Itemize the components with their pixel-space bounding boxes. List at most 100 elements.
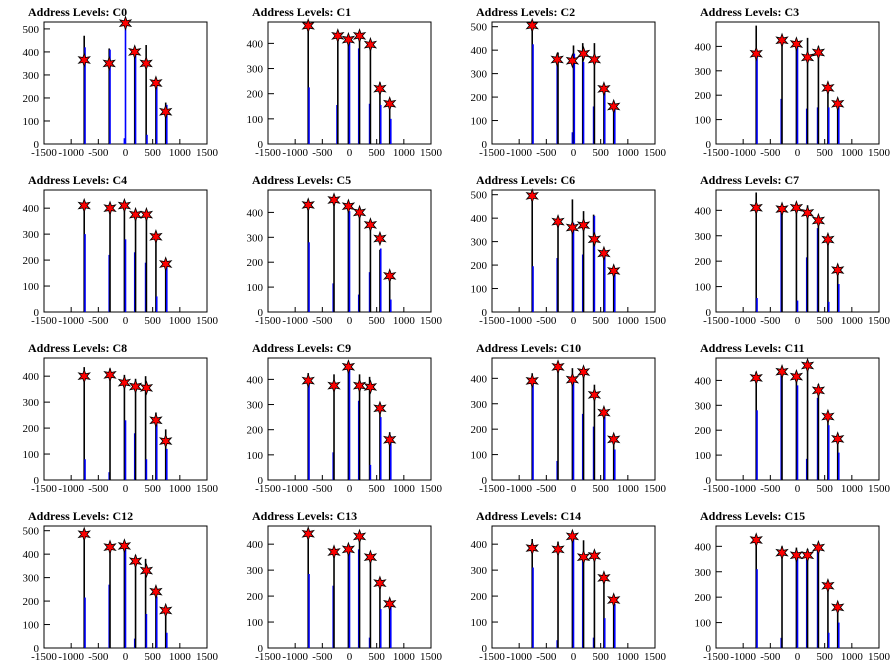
x-tick-label: -1000 <box>282 483 308 495</box>
x-tick-label: -1000 <box>58 315 84 327</box>
x-tick-label: 500 <box>368 483 385 495</box>
peak-star-marker <box>141 208 152 221</box>
peak-star-marker <box>365 38 376 51</box>
y-tick-label: 200 <box>247 257 264 269</box>
x-tick-label: -500 <box>88 147 109 159</box>
y-tick-label: 200 <box>471 424 488 436</box>
x-tick-label: 0 <box>347 315 353 327</box>
x-tick-label: 1500 <box>420 651 443 663</box>
peak-star-marker <box>119 199 130 212</box>
x-tick-label: -1000 <box>506 483 532 495</box>
peak-star-marker <box>160 105 171 118</box>
x-tick-label: -1000 <box>58 651 84 663</box>
y-tick-label: 100 <box>247 282 264 294</box>
x-tick-label: 0 <box>123 147 129 159</box>
x-tick-label: -500 <box>312 315 333 327</box>
x-tick-label: -1500 <box>255 483 281 495</box>
peak-star-marker <box>813 384 824 397</box>
y-tick-label: 300 <box>471 69 488 81</box>
chart-panel-5: Address Levels: C50100200300400-1500 -100… <box>224 168 448 336</box>
peak-star-marker <box>365 218 376 231</box>
y-tick-label: 400 <box>471 213 488 225</box>
peak-star-marker <box>751 47 762 60</box>
peak-star-marker <box>150 585 161 598</box>
x-tick-label: 0 <box>795 651 801 663</box>
x-tick-label: -1500 <box>479 147 505 159</box>
panel-title: Address Levels: C7 <box>700 173 799 187</box>
x-tick-label: -1500 <box>255 315 281 327</box>
y-tick-label: 200 <box>695 256 712 268</box>
y-tick-label: 300 <box>247 400 264 412</box>
x-tick-label: 1000 <box>169 147 192 159</box>
peak-star-marker <box>343 543 354 556</box>
x-tick-label: 0 <box>571 651 577 663</box>
y-tick-label: 100 <box>471 450 488 462</box>
peak-star-marker <box>751 201 762 214</box>
peak-star-marker <box>608 593 619 606</box>
x-tick-label: -1500 <box>703 315 729 327</box>
x-tick-label: 1500 <box>420 147 443 159</box>
x-tick-label: 1000 <box>393 651 416 663</box>
peak-star-marker <box>791 201 802 214</box>
peak-star-marker <box>608 264 619 277</box>
peak-star-marker <box>130 555 141 568</box>
y-tick-label: 300 <box>695 231 712 243</box>
y-tick-label: 100 <box>23 116 40 128</box>
peak-star-marker <box>802 359 813 372</box>
peak-star-marker <box>374 82 385 95</box>
y-tick-label: 300 <box>247 64 264 76</box>
x-tick-label: -1500 <box>703 483 729 495</box>
x-tick-label: 1500 <box>868 315 891 327</box>
peak-star-marker <box>79 528 90 541</box>
y-tick-label: 500 <box>23 526 40 538</box>
peak-star-marker <box>822 410 833 423</box>
peak-star-marker <box>751 371 762 384</box>
peak-star-marker <box>791 37 802 50</box>
peak-star-marker <box>832 601 843 614</box>
peak-star-marker <box>802 549 813 562</box>
x-tick-label: -500 <box>88 483 109 495</box>
y-tick-label: 400 <box>247 539 264 551</box>
x-tick-label: 1000 <box>169 315 192 327</box>
chart-panel-14: Address Levels: C140100200300400-1500 -10… <box>448 504 672 672</box>
y-tick-label: 300 <box>695 66 712 78</box>
x-tick-label: -500 <box>536 651 557 663</box>
x-tick-label: 1000 <box>169 483 192 495</box>
peak-star-marker <box>598 571 609 584</box>
x-tick-label: -1500 <box>31 651 57 663</box>
x-tick-label: -1000 <box>58 483 84 495</box>
peak-star-marker <box>303 198 314 211</box>
x-tick-label: 1500 <box>868 147 891 159</box>
x-tick-label: 1500 <box>868 483 891 495</box>
peak-star-marker <box>160 257 171 270</box>
peak-star-marker <box>578 365 589 378</box>
x-tick-label: 0 <box>795 315 801 327</box>
peak-star-marker <box>813 541 824 554</box>
peak-star-marker <box>79 53 90 66</box>
peak-star-marker <box>354 530 365 543</box>
x-tick-label: -1500 <box>31 483 57 495</box>
panel-title: Address Levels: C2 <box>476 5 575 19</box>
x-tick-label: 1000 <box>393 147 416 159</box>
y-tick-label: 100 <box>695 282 712 294</box>
x-tick-label: 0 <box>123 483 129 495</box>
chart-panel-6: Address Levels: C60100200300400500-1500-… <box>448 168 672 336</box>
peak-star-marker <box>589 388 600 401</box>
y-tick-label: 200 <box>23 255 40 267</box>
x-tick-label: -1000 <box>282 147 308 159</box>
y-tick-label: 100 <box>23 449 40 461</box>
y-tick-label: 100 <box>695 115 712 127</box>
peak-star-marker <box>552 53 563 66</box>
peak-star-marker <box>374 402 385 415</box>
peak-star-marker <box>567 530 578 543</box>
panel-title: Address Levels: C11 <box>700 341 804 355</box>
x-tick-label: 1500 <box>196 483 219 495</box>
peak-star-marker <box>776 546 787 559</box>
peak-star-marker <box>328 379 339 392</box>
peak-star-marker <box>578 47 589 60</box>
chart-panel-15: Address Levels: C150100200300400-1500 -10… <box>672 504 896 672</box>
peak-star-marker <box>354 29 365 42</box>
peak-star-marker <box>832 97 843 110</box>
y-tick-label: 300 <box>23 229 40 241</box>
x-tick-label: 0 <box>571 315 577 327</box>
